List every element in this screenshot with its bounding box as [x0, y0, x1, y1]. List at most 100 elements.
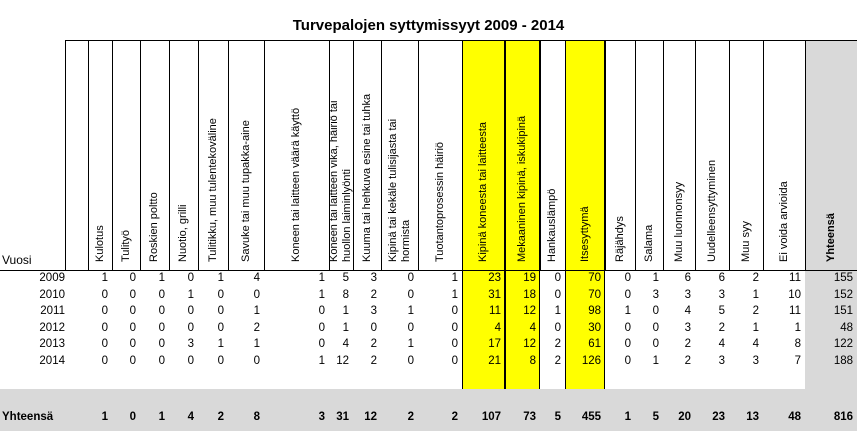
table-cell: 4 — [684, 305, 691, 317]
table-cell: 2 — [370, 354, 377, 367]
table-cell: 10 — [788, 288, 801, 301]
column-divider — [198, 40, 199, 270]
total-column-bg — [805, 40, 857, 389]
table-cell: 8 — [529, 354, 536, 367]
table-cell: 1 — [253, 305, 260, 317]
column-header-label: Tuotantoprosessin häiriö — [433, 141, 446, 262]
column-header-label: Koneen tai laitteen vika, häiriö tai huo… — [328, 100, 353, 262]
column-divider — [462, 40, 463, 270]
column-divider — [695, 40, 696, 270]
row-year-label: 2009 — [39, 272, 65, 284]
table-cell: 0 — [158, 288, 165, 301]
table-cell: 21 — [488, 354, 501, 367]
table-cell: 0 — [158, 305, 165, 317]
table-cell: 0 — [187, 272, 194, 284]
column-divider — [353, 40, 354, 270]
table-cell: 0 — [129, 305, 136, 317]
table-cell: 3 — [370, 272, 377, 284]
table-cell: 12 — [523, 338, 536, 350]
table-cell: 0 — [407, 321, 414, 334]
table-cell: 6 — [718, 272, 725, 284]
table-cell: 1 — [318, 272, 325, 284]
column-header-label: Tulitikku, muu tulentekoväline — [206, 118, 219, 262]
table-cell: 8 — [342, 288, 349, 301]
totals-cell: 23 — [712, 411, 725, 423]
table-cell: 0 — [101, 305, 108, 317]
table-cell: 0 — [554, 272, 561, 284]
column-divider — [112, 40, 113, 270]
column-header-label: Mekaaninen kipinä, iskukipinä — [516, 115, 528, 262]
header-top-border — [65, 40, 857, 41]
table-cell: 0 — [129, 354, 136, 367]
column-divider — [329, 40, 330, 270]
column-header-label: Savuke tai muu tupakka-aine — [239, 120, 252, 262]
table-cell: 0 — [253, 354, 260, 367]
column-header-label: Muu syy — [739, 221, 752, 262]
table-cell: 70 — [588, 272, 601, 284]
table-cell: 11 — [789, 305, 801, 317]
totals-cell: 5 — [652, 411, 659, 423]
table-cell: 4 — [529, 321, 536, 334]
column-divider — [169, 40, 170, 270]
table-cell: 2 — [370, 288, 377, 301]
table-cell: 1 — [318, 288, 325, 301]
header-bottom-border — [0, 270, 857, 271]
table-cell: 0 — [652, 338, 659, 350]
table-cell: 70 — [588, 288, 601, 301]
row-year-label: 2012 — [39, 321, 65, 334]
column-header-label: Hankauslämpö — [546, 188, 558, 262]
table-cell: 0 — [554, 288, 561, 301]
table-cell: 1 — [217, 272, 224, 284]
table-cell: 3 — [684, 288, 691, 301]
column-header-label: Roskien poltto — [148, 192, 160, 262]
table-cell: 1 — [652, 272, 659, 284]
table-cell: 1 — [342, 321, 349, 334]
table-cell: 0 — [217, 321, 224, 334]
table-cell: 11 — [789, 272, 801, 284]
column-divider — [663, 40, 664, 270]
table-cell: 0 — [407, 354, 414, 367]
totals-cell: 13 — [746, 411, 759, 423]
table-cell: 126 — [581, 354, 601, 367]
totals-cell: 20 — [678, 411, 691, 423]
table-cell: 12 — [336, 354, 349, 367]
table-cell: 30 — [588, 321, 601, 334]
row-year-label: 2013 — [39, 338, 65, 350]
totals-row-label: Yhteensä — [2, 411, 54, 423]
table-cell: 4 — [718, 338, 725, 350]
column-divider — [635, 40, 636, 270]
highlight-column — [462, 40, 505, 389]
column-divider — [505, 40, 506, 270]
table-cell: 0 — [451, 354, 458, 367]
column-divider — [65, 40, 66, 270]
table-cell: 0 — [407, 288, 414, 301]
table-cell: 0 — [253, 288, 260, 301]
table-cell: 0 — [101, 321, 108, 334]
table-cell: 1 — [451, 288, 458, 301]
table-cell: 1 — [624, 305, 631, 317]
row-year-label: 2014 — [39, 354, 65, 367]
table-cell: 61 — [588, 338, 601, 350]
table-cell: 3 — [187, 338, 194, 350]
table-cell: 19 — [523, 272, 536, 284]
totals-cell: 31 — [336, 411, 349, 423]
table-cell: 3 — [718, 354, 725, 367]
totals-cell: 12 — [364, 411, 377, 423]
column-header-label: Kipinä koneesta tai laitteesta — [477, 121, 489, 262]
table-cell: 0 — [624, 288, 631, 301]
table-cell: 1 — [451, 272, 458, 284]
table-title: Turvepalojen syttymissyyt 2009 - 2014 — [292, 17, 565, 34]
column-divider — [565, 40, 566, 270]
column-divider — [805, 40, 806, 270]
column-divider — [88, 40, 89, 270]
table-cell: 1 — [187, 288, 194, 301]
table-cell: 3 — [752, 354, 759, 367]
column-divider — [763, 40, 764, 270]
table-cell: 3 — [652, 288, 659, 301]
table-cell: 0 — [652, 305, 659, 317]
table-cell: 2 — [752, 305, 759, 317]
table-cell: 0 — [318, 321, 325, 334]
table-cell: 4 — [253, 272, 260, 284]
table-cell: 2 — [370, 338, 377, 350]
